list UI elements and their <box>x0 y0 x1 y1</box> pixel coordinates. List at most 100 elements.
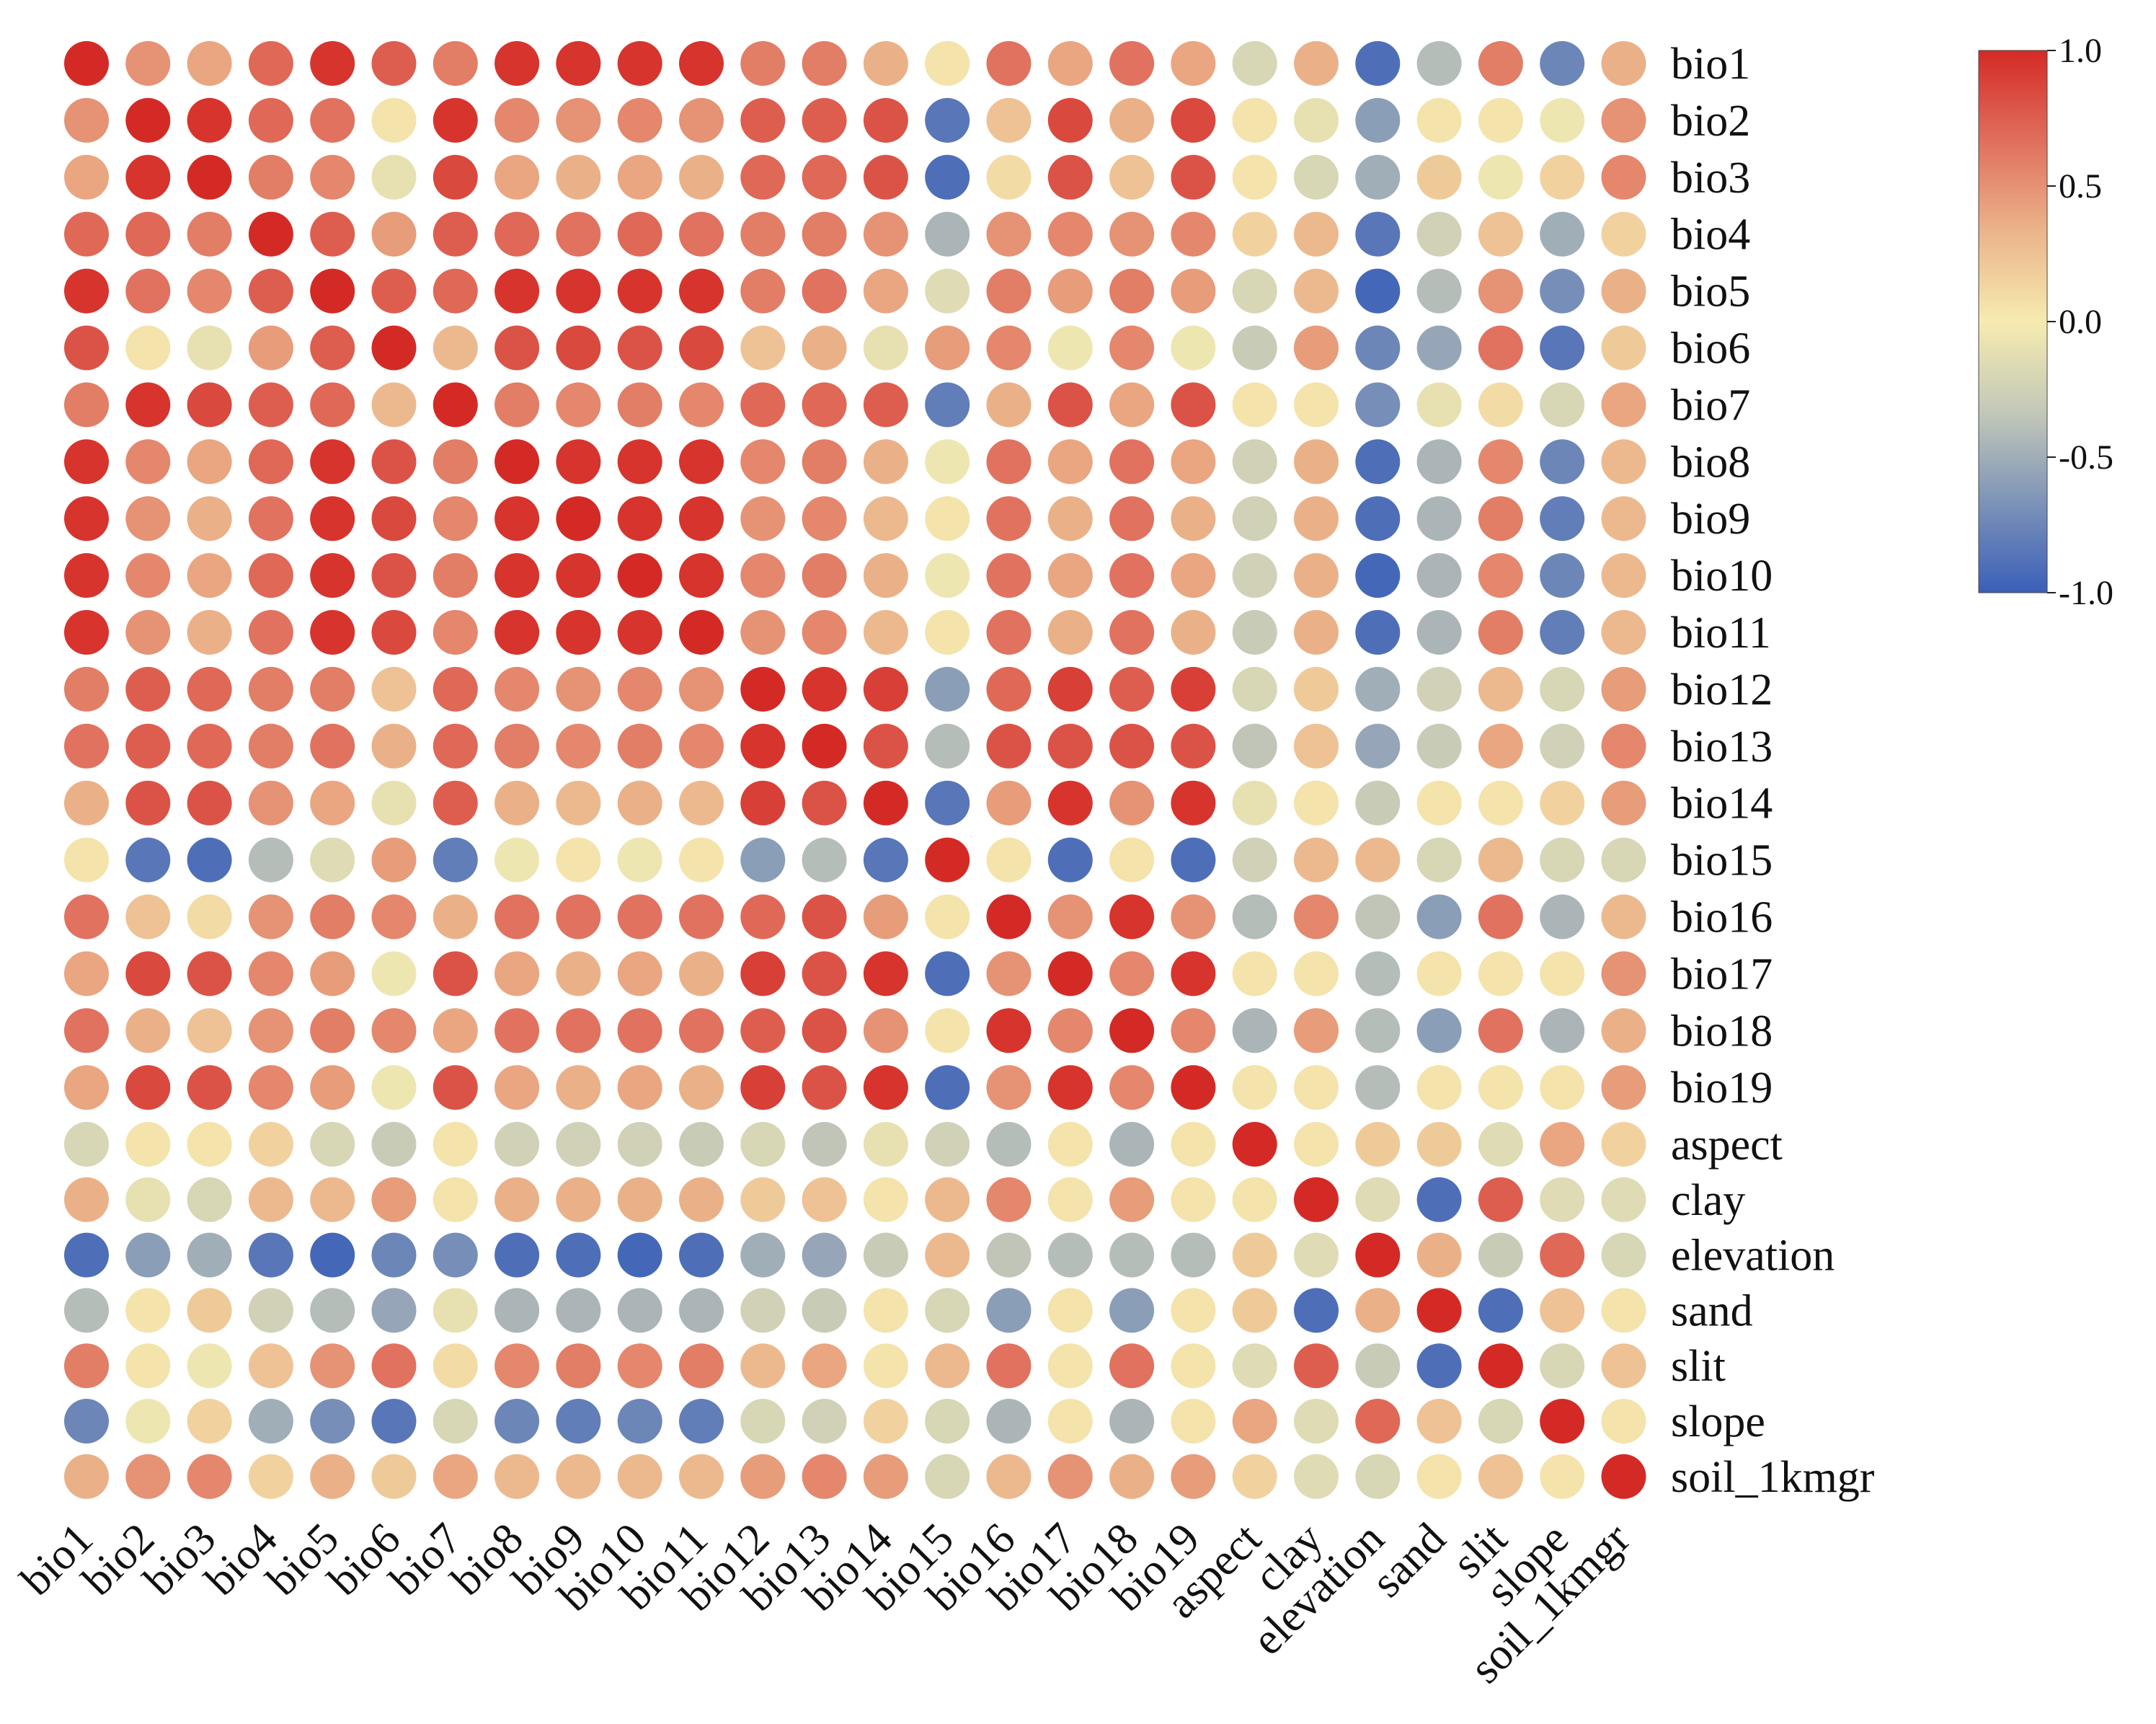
cell-bio7-bio16 <box>986 382 1032 428</box>
cell-bio14-elevation <box>1355 780 1401 826</box>
cell-bio4-soil_1kmgr <box>1601 211 1646 257</box>
cell-bio1-slit <box>1478 41 1523 86</box>
cell-bio8-bio16 <box>986 439 1032 485</box>
cell-bio10-bio7 <box>432 553 478 598</box>
cell-clay-clay <box>1294 1177 1339 1222</box>
cell-bio12-bio12 <box>740 666 786 712</box>
cell-bio8-bio19 <box>1171 439 1216 485</box>
cell-clay-bio9 <box>556 1177 601 1222</box>
cell-slope-bio12 <box>740 1399 786 1444</box>
cell-bio19-bio12 <box>740 1065 786 1110</box>
row-label-bio11: bio11 <box>1671 609 1771 658</box>
cell-bio14-slope <box>1540 780 1585 826</box>
cell-bio1-bio10 <box>617 41 662 86</box>
row-label-bio9: bio9 <box>1671 495 1750 544</box>
cell-bio6-bio14 <box>863 325 908 371</box>
cell-soil_1kmgr-bio6 <box>371 1454 417 1499</box>
colorbar-tick-label: -0.5 <box>2059 438 2113 477</box>
cell-elevation-bio8 <box>494 1232 540 1278</box>
cell-slit-bio17 <box>1047 1343 1093 1389</box>
cell-bio4-bio8 <box>494 211 540 257</box>
cell-bio11-bio14 <box>863 610 908 655</box>
cell-bio10-clay <box>1294 553 1339 598</box>
cell-soil_1kmgr-bio1 <box>64 1454 109 1499</box>
cell-bio6-bio4 <box>248 325 293 371</box>
cell-bio13-bio11 <box>679 723 724 769</box>
cell-clay-bio10 <box>617 1177 662 1222</box>
cell-bio11-bio1 <box>64 610 109 655</box>
cell-elevation-bio16 <box>986 1232 1032 1278</box>
cell-aspect-bio8 <box>494 1122 540 1167</box>
cell-soil_1kmgr-bio7 <box>432 1454 478 1499</box>
cell-bio17-clay <box>1294 951 1339 996</box>
cell-bio8-bio5 <box>310 439 355 485</box>
cell-sand-bio17 <box>1047 1288 1093 1333</box>
cell-bio10-bio1 <box>64 553 109 598</box>
cell-clay-bio4 <box>248 1177 293 1222</box>
cell-bio6-bio16 <box>986 325 1032 371</box>
cell-bio7-clay <box>1294 382 1339 428</box>
cell-bio5-slope <box>1540 268 1585 314</box>
cell-bio17-bio8 <box>494 951 540 996</box>
cell-bio7-bio12 <box>740 382 786 428</box>
cell-slope-bio14 <box>863 1399 908 1444</box>
cell-bio16-slope <box>1540 894 1585 940</box>
cell-bio6-bio12 <box>740 325 786 371</box>
cell-bio2-slit <box>1478 97 1523 143</box>
cell-bio18-bio6 <box>371 1008 417 1053</box>
cell-bio17-bio9 <box>556 951 601 996</box>
cell-bio2-aspect <box>1232 97 1277 143</box>
cell-bio9-bio5 <box>310 496 355 541</box>
cell-bio18-bio13 <box>802 1008 847 1053</box>
cell-bio4-bio5 <box>310 211 355 257</box>
cell-bio15-bio1 <box>64 837 109 883</box>
cell-bio17-bio19 <box>1171 951 1216 996</box>
cell-aspect-aspect <box>1232 1122 1277 1167</box>
cell-bio9-slit <box>1478 496 1523 541</box>
cell-bio4-bio6 <box>371 211 417 257</box>
cell-clay-slit <box>1478 1177 1523 1222</box>
cell-bio10-bio12 <box>740 553 786 598</box>
cell-aspect-bio9 <box>556 1122 601 1167</box>
cell-bio8-bio17 <box>1047 439 1093 485</box>
cell-bio2-bio19 <box>1171 97 1216 143</box>
cell-bio13-bio16 <box>986 723 1032 769</box>
cell-bio19-sand <box>1416 1065 1462 1110</box>
cell-bio5-elevation <box>1355 268 1401 314</box>
cell-soil_1kmgr-bio4 <box>248 1454 293 1499</box>
cell-clay-bio18 <box>1109 1177 1155 1222</box>
cell-clay-bio19 <box>1171 1177 1216 1222</box>
cell-bio1-bio13 <box>802 41 847 86</box>
cell-bio1-bio9 <box>556 41 601 86</box>
cell-bio2-bio5 <box>310 97 355 143</box>
cell-slit-bio5 <box>310 1343 355 1389</box>
cell-soil_1kmgr-bio16 <box>986 1454 1032 1499</box>
cell-bio6-elevation <box>1355 325 1401 371</box>
cell-bio15-bio7 <box>432 837 478 883</box>
cell-elevation-bio3 <box>187 1232 232 1278</box>
colorbar-tick-label: -1.0 <box>2059 574 2113 612</box>
cell-bio14-bio9 <box>556 780 601 826</box>
cell-bio11-bio4 <box>248 610 293 655</box>
cell-bio11-slit <box>1478 610 1523 655</box>
cell-bio6-bio2 <box>125 325 171 371</box>
row-label-bio14: bio14 <box>1671 779 1773 828</box>
cell-bio11-bio3 <box>187 610 232 655</box>
cell-elevation-clay <box>1294 1232 1339 1278</box>
cell-soil_1kmgr-bio12 <box>740 1454 786 1499</box>
cell-bio5-bio15 <box>925 268 970 314</box>
cell-bio3-bio16 <box>986 154 1032 200</box>
cell-bio19-bio2 <box>125 1065 171 1110</box>
cell-bio8-bio8 <box>494 439 540 485</box>
cell-bio13-aspect <box>1232 723 1277 769</box>
cell-bio17-bio3 <box>187 951 232 996</box>
cell-bio18-bio12 <box>740 1008 786 1053</box>
cell-bio1-bio6 <box>371 41 417 86</box>
cell-slope-bio13 <box>802 1399 847 1444</box>
cell-bio8-soil_1kmgr <box>1601 439 1646 485</box>
cell-bio16-sand <box>1416 894 1462 940</box>
cell-clay-elevation <box>1355 1177 1401 1222</box>
cell-bio15-bio9 <box>556 837 601 883</box>
cell-elevation-bio19 <box>1171 1232 1216 1278</box>
cell-bio13-bio7 <box>432 723 478 769</box>
